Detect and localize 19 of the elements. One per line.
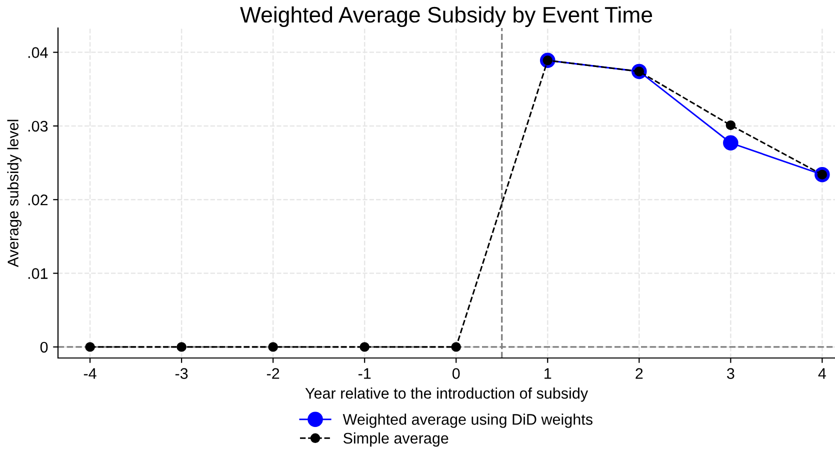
y-tick-label: .04 xyxy=(28,47,48,58)
chart-title: Weighted Average Subsidy by Event Time xyxy=(240,6,652,28)
x-tick-label: -1 xyxy=(358,368,371,379)
x-tick-label: 2 xyxy=(636,368,643,379)
x-tick-label: 0 xyxy=(452,368,460,379)
legend-label: Simple average xyxy=(343,432,448,447)
x-tick-label: 4 xyxy=(818,368,826,379)
y-tick-label: .01 xyxy=(28,268,48,279)
y-tick-label: .02 xyxy=(28,194,48,206)
y-axis-title: Average subsidy level xyxy=(7,120,22,268)
x-tick-label: -4 xyxy=(84,368,96,379)
x-tick-label: -2 xyxy=(266,368,280,379)
x-tick-label: 1 xyxy=(544,368,552,379)
x-axis-title: Year relative to the introduction of subsidy xyxy=(305,388,588,402)
y-tick-label: .03 xyxy=(28,120,48,132)
legend-label: Weighted average using DiD weights xyxy=(342,414,592,428)
y-tick-label: 0 xyxy=(40,342,48,353)
x-tick-label: -3 xyxy=(175,368,188,379)
x-tick-label: 3 xyxy=(727,368,734,379)
